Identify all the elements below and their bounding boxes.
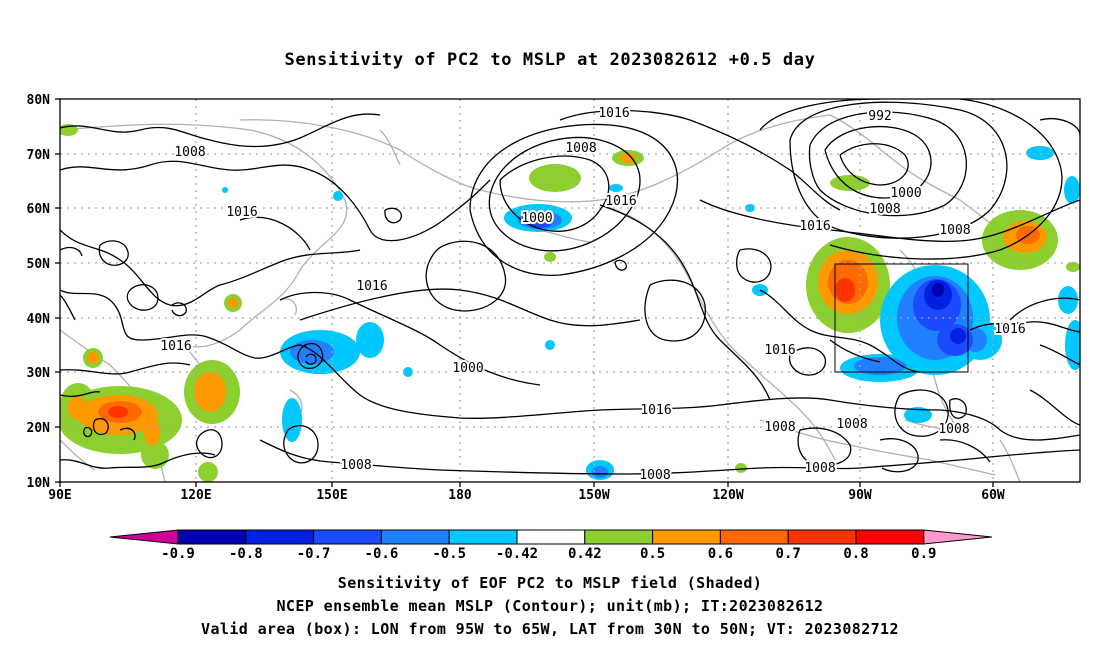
lat-label: 50N	[27, 257, 51, 272]
contour-label: 1008	[836, 417, 867, 432]
contour-label: 1008	[565, 141, 596, 156]
map-frame	[59, 98, 1081, 483]
contour-label: 1008	[938, 422, 969, 437]
colorbar	[109, 529, 992, 545]
colorbar-swatch	[448, 529, 518, 545]
colorbar-tick-label: -0.9	[161, 546, 195, 562]
contour-label: 1016	[356, 279, 387, 294]
colorbar-tick-label: -0.8	[229, 546, 263, 562]
colorbar-swatch	[177, 529, 247, 545]
contour-label: 992	[868, 109, 891, 124]
contour-label: 1008	[804, 461, 835, 476]
lat-label: 20N	[27, 421, 51, 436]
valid-area-box	[834, 263, 969, 373]
lat-label: 40N	[27, 312, 51, 327]
lat-label: 80N	[27, 93, 51, 108]
map-title: Sensitivity of PC2 to MSLP at 2023082612…	[284, 50, 816, 70]
colorbar-tick-label: 0.42	[568, 546, 602, 562]
contour-label: 1008	[639, 468, 670, 483]
colorbar-swatch	[313, 529, 382, 545]
lat-label: 70N	[27, 148, 51, 163]
colorbar-swatch	[652, 529, 721, 545]
lat-label: 30N	[27, 366, 51, 381]
mslp-contours	[60, 99, 1080, 475]
lon-label: 60W	[981, 488, 1005, 503]
caption-valid-area: Valid area (box): LON from 95W to 65W, L…	[201, 620, 899, 638]
colorbar-labels: -0.9 -0.8 -0.7 -0.6 -0.5 -0.42 0.42 0.5 0.6 0.7 0.…	[161, 546, 936, 562]
axis-ticks	[55, 98, 994, 487]
grid-lines	[60, 99, 1080, 482]
lon-label: 150E	[316, 488, 347, 503]
colorbar-tick-label: -0.5	[432, 546, 466, 562]
colorbar-tick-label: 0.6	[708, 546, 733, 562]
caption-contour: NCEP ensemble mean MSLP (Contour); unit(…	[276, 597, 824, 615]
sensitivity-shading	[60, 124, 1080, 482]
colorbar-arrow-right	[923, 529, 992, 545]
contour-label: 1016	[799, 219, 830, 234]
lon-label: 150W	[578, 488, 609, 503]
lon-label: 180	[448, 488, 472, 503]
lon-label: 120W	[712, 488, 743, 503]
lon-label: 90E	[48, 488, 71, 503]
colorbar-tick-label: -0.7	[297, 546, 331, 562]
contour-label: 1000	[452, 361, 483, 376]
contour-label: 1008	[340, 458, 371, 473]
colorbar-swatch	[719, 529, 789, 545]
colorbar-swatch	[584, 529, 654, 545]
contour-label: 1008	[869, 202, 900, 217]
colorbar-tick-label: 0.7	[776, 546, 801, 562]
lon-label: 90W	[848, 488, 872, 503]
colorbar-arrow-left	[109, 529, 179, 545]
contour-label: 1008	[764, 420, 795, 435]
contour-labels: 1016100810161008100010161016100099210001…	[158, 104, 1027, 485]
contour-label: 1016	[160, 339, 191, 354]
colorbar-swatch	[855, 529, 925, 545]
caption-shaded: Sensitivity of EOF PC2 to MSLP field (Sh…	[337, 574, 763, 592]
colorbar-tick-label: 0.8	[843, 546, 868, 562]
colorbar-tick-label: 0.9	[911, 546, 936, 562]
contour-label: 1000	[521, 211, 552, 226]
contour-label: 1008	[174, 145, 205, 160]
lon-label: 120E	[180, 488, 211, 503]
contour-label: 1008	[939, 223, 970, 238]
colorbar-swatch	[245, 529, 315, 545]
contour-label: 1016	[640, 403, 671, 418]
lat-label: 10N	[27, 476, 51, 491]
contour-label: 1016	[598, 106, 629, 121]
colorbar-swatch	[380, 529, 450, 545]
colorbar-swatch	[787, 529, 857, 545]
contour-label: 1016	[605, 194, 636, 209]
contour-label: 1016	[226, 205, 257, 220]
contour-label: 1000	[890, 186, 921, 201]
colorbar-tick-label: -0.6	[365, 546, 399, 562]
colorbar-swatch	[516, 529, 586, 545]
contour-label: 1016	[994, 322, 1025, 337]
lat-label: 60N	[27, 202, 51, 217]
colorbar-tick-label: -0.42	[496, 546, 538, 562]
colorbar-tick-label: 0.5	[640, 546, 665, 562]
contour-label: 1016	[764, 343, 795, 358]
